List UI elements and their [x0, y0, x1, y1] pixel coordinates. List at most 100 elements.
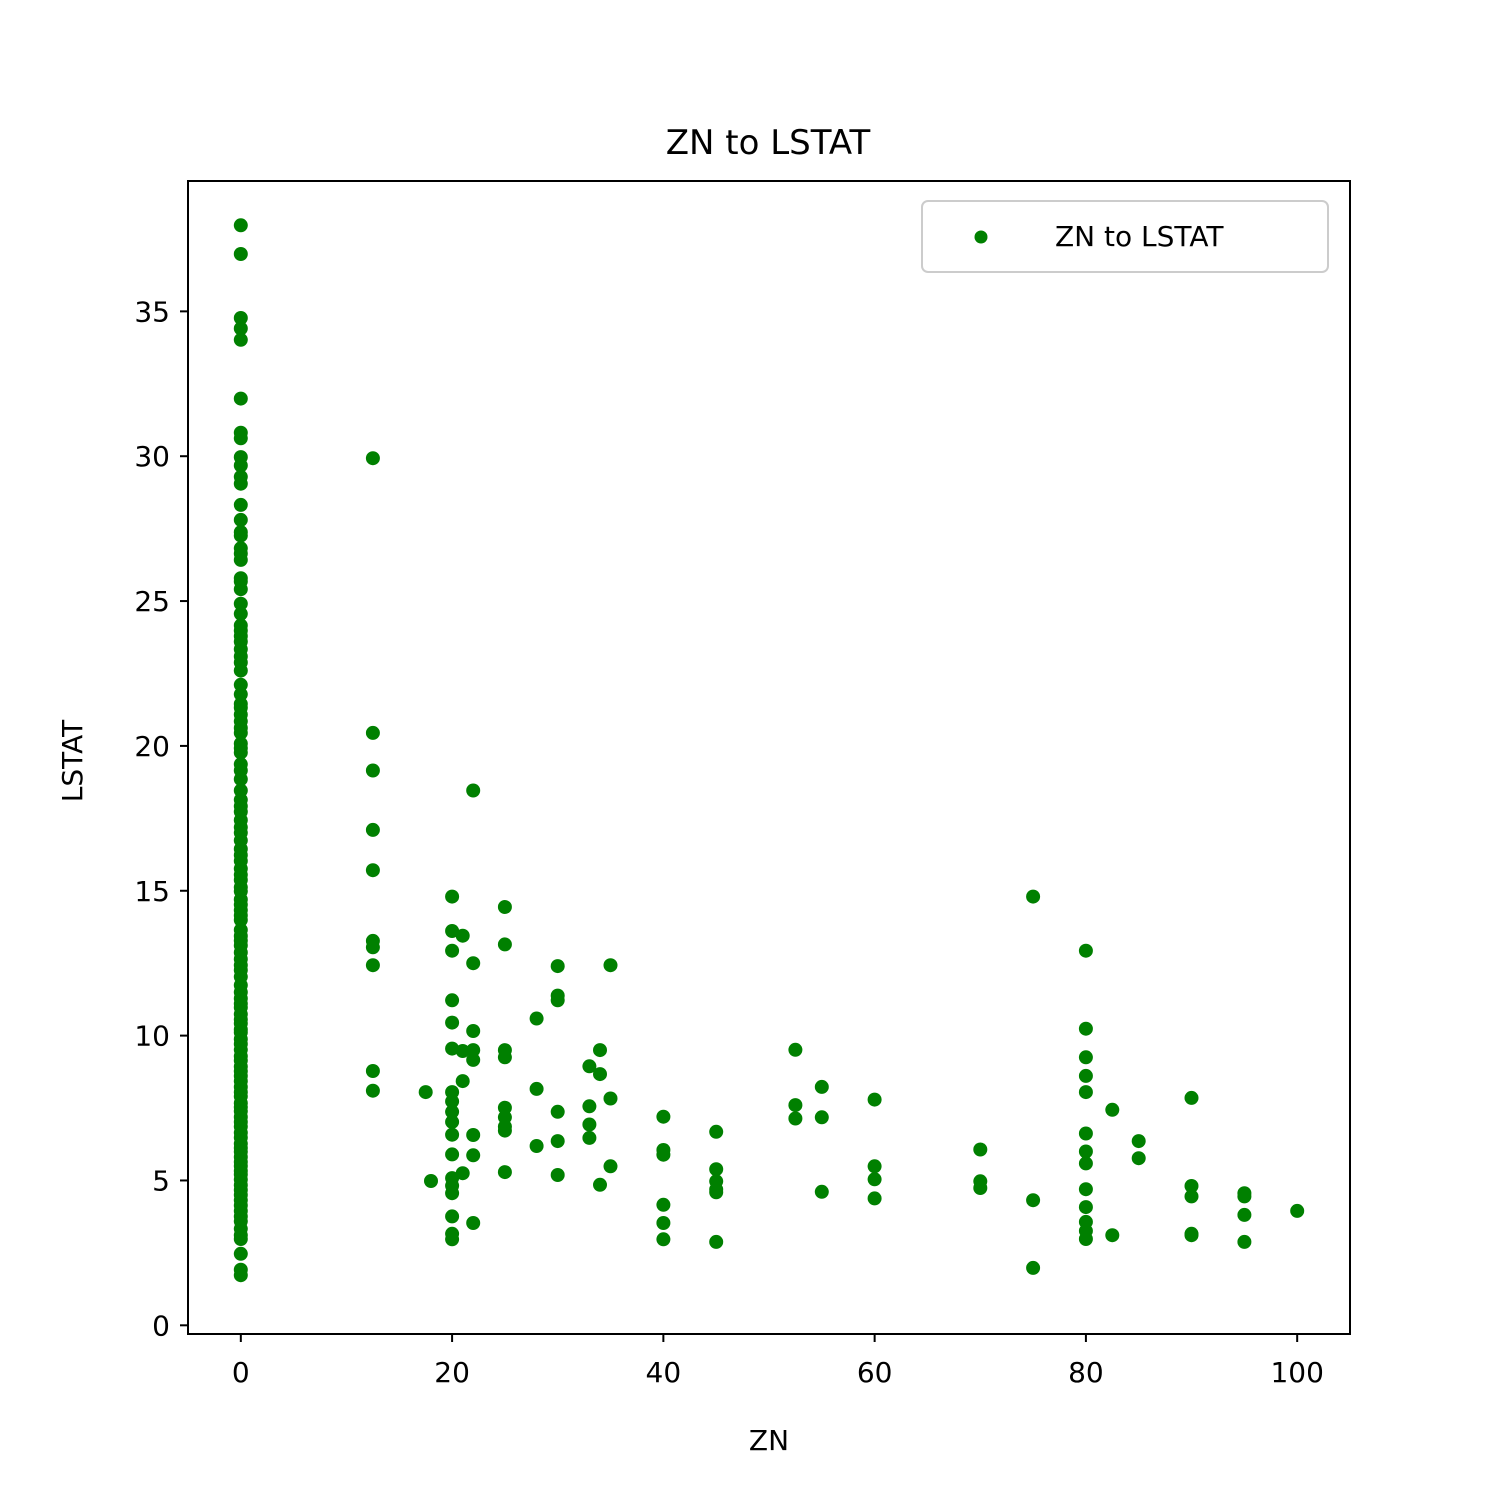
plot-frame — [187, 180, 1351, 1335]
scatter-point — [1131, 1134, 1146, 1149]
scatter-point — [1078, 1156, 1093, 1171]
scatter-point — [867, 1092, 882, 1107]
x-tick-label: 20 — [434, 1356, 470, 1389]
chart-title: ZN to LSTAT — [666, 123, 871, 163]
scatter-point — [973, 1181, 988, 1195]
scatter-point — [529, 1081, 544, 1096]
legend-marker — [974, 230, 988, 244]
scatter-point — [656, 1216, 671, 1230]
scatter-point — [365, 863, 380, 878]
y-tick-label: 10 — [134, 1020, 170, 1053]
scatter-point — [445, 924, 460, 938]
scatter-point — [1078, 1068, 1093, 1083]
scatter-point — [365, 822, 380, 837]
scatter-point — [445, 1209, 460, 1224]
scatter-point — [593, 1067, 607, 1082]
scatter-point — [1026, 1260, 1041, 1275]
scatter-point — [233, 552, 248, 567]
scatter-point — [603, 1091, 618, 1106]
scatter-point — [1184, 1090, 1199, 1105]
scatter-point — [497, 900, 512, 914]
scatter-point — [365, 940, 380, 955]
scatter-point — [466, 1043, 481, 1058]
scatter-point — [233, 332, 248, 347]
scatter-point — [1237, 1189, 1252, 1204]
scatter-point — [593, 1177, 607, 1192]
scatter-point — [709, 1185, 724, 1200]
scatter-point — [1078, 1144, 1093, 1159]
scatter-point — [814, 1184, 829, 1199]
scatter-point — [233, 431, 248, 446]
scatter-point — [656, 1232, 671, 1247]
scatter-point — [455, 1074, 470, 1089]
scatter-point — [455, 1044, 470, 1058]
scatter-point — [445, 993, 460, 1008]
scatter-point — [1078, 1050, 1093, 1065]
x-axis-label: ZN — [749, 1424, 789, 1457]
scatter-point — [550, 1134, 565, 1149]
y-tick-label: 5 — [152, 1164, 170, 1197]
scatter-point — [788, 1111, 803, 1126]
scatter-point — [1026, 1193, 1041, 1208]
scatter-point — [445, 1104, 460, 1119]
scatter-point — [233, 1268, 248, 1283]
scatter-point — [233, 913, 248, 927]
scatter-point — [418, 1085, 433, 1100]
x-tick-label: 0 — [232, 1356, 250, 1389]
y-axis: 0 5 10 15 20 25 30 35 — [134, 295, 188, 1342]
legend-label: ZN to LSTAT — [1055, 220, 1224, 253]
scatter-point — [445, 1114, 460, 1129]
scatter-point — [365, 725, 380, 740]
scatter-point — [867, 1191, 882, 1206]
scatter-point — [497, 1100, 512, 1115]
scatter-point — [455, 928, 470, 943]
scatter-point — [529, 1139, 544, 1153]
scatter-point — [550, 1168, 565, 1182]
scatter-point — [973, 1142, 988, 1157]
scatter-point — [867, 1172, 882, 1187]
scatter-point — [233, 391, 248, 406]
scatter-point — [582, 1130, 597, 1145]
y-tick-label: 25 — [134, 585, 170, 618]
x-tick-label: 60 — [857, 1356, 893, 1389]
x-tick-label: 100 — [1270, 1356, 1323, 1389]
scatter-point — [788, 1042, 803, 1057]
scatter-point — [445, 889, 460, 904]
x-tick-label: 40 — [646, 1356, 682, 1389]
scatter-point — [550, 1104, 565, 1119]
scatter-point — [1290, 1203, 1305, 1218]
scatter-point — [466, 1128, 481, 1142]
scatter-point — [1105, 1102, 1120, 1117]
scatter-point — [603, 958, 618, 973]
scatter-point — [233, 663, 248, 678]
y-axis-label: LSTAT — [56, 719, 89, 802]
scatter-point — [788, 1098, 803, 1113]
scatter-point — [656, 1197, 671, 1212]
scatter-point — [233, 528, 248, 543]
y-tick-label: 30 — [134, 440, 170, 473]
scatter-point — [233, 497, 248, 512]
scatter-point — [365, 763, 380, 778]
scatter-point — [709, 1234, 724, 1249]
scatter-point — [814, 1110, 829, 1125]
scatter-point — [365, 958, 380, 973]
scatter-point — [529, 1011, 544, 1026]
scatter-point — [656, 1147, 671, 1162]
x-axis: 0 20 40 60 80 100 — [232, 1334, 1324, 1389]
scatter-point — [1131, 1151, 1146, 1166]
scatter-point — [233, 247, 248, 261]
scatter-point — [233, 311, 248, 325]
scatter-point — [1184, 1228, 1199, 1243]
scatter-point — [233, 596, 248, 611]
legend-box — [921, 200, 1329, 273]
scatter-point — [497, 1050, 512, 1065]
scatter-point — [233, 1246, 248, 1261]
scatter-point — [466, 1052, 481, 1067]
scatter-point — [1026, 889, 1041, 904]
scatter-point — [497, 1165, 512, 1180]
scatter-point — [1078, 1085, 1093, 1100]
scatter-point — [233, 1232, 248, 1246]
scatter-point — [709, 1124, 724, 1139]
scatter-point — [1078, 1232, 1093, 1246]
scatter-point — [1237, 1234, 1252, 1249]
